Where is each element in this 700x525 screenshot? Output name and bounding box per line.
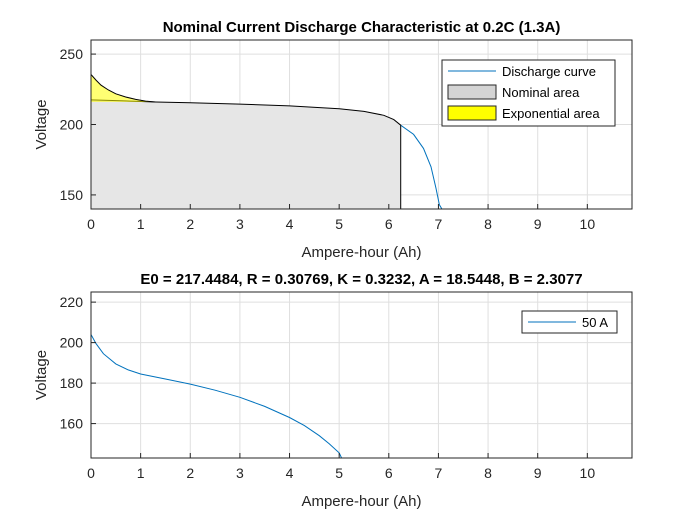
- legend-label: Exponential area: [502, 106, 600, 121]
- x-tick-label: 2: [186, 216, 194, 232]
- x-tick-label: 5: [335, 216, 343, 232]
- legend-label: 50 A: [582, 315, 608, 330]
- axes-frame: [90, 291, 633, 459]
- x-tick-label: 0: [87, 216, 95, 232]
- series-line: [400, 124, 443, 209]
- y-axis-label: Voltage: [33, 350, 50, 400]
- legend-swatch: [447, 84, 497, 100]
- x-tick-label: 7: [435, 465, 443, 481]
- x-tick-label: 10: [580, 465, 596, 481]
- x-tick-label: 3: [236, 465, 244, 481]
- x-tick-label: 7: [435, 216, 443, 232]
- x-tick-label: 0: [87, 465, 95, 481]
- y-tick-label: 160: [60, 416, 84, 432]
- legend-label: Nominal area: [502, 85, 580, 100]
- x-axis-label: Ampere-hour (Ah): [301, 493, 421, 510]
- x-tick-label: 6: [385, 216, 393, 232]
- x-tick-label: 1: [137, 216, 145, 232]
- exponential-area-curve: [91, 74, 156, 103]
- y-tick-label: 220: [60, 294, 84, 310]
- x-tick-label: 9: [534, 216, 542, 232]
- x-tick-label: 8: [484, 216, 492, 232]
- x-tick-label: 4: [286, 465, 294, 481]
- x-tick-label: 8: [484, 465, 492, 481]
- legend-swatch: [447, 105, 497, 121]
- x-tick-label: 9: [534, 465, 542, 481]
- y-tick-label: 200: [60, 117, 84, 133]
- legend: Discharge curve Nominal area Exponential a…: [441, 59, 616, 127]
- chart-title: Nominal Current Discharge Characteristic…: [163, 19, 561, 36]
- bottom-plot: 0 1 2 3 4 5 6 7 8 9 10 160 180 200 220 E0 = 217.4484, R…: [33, 271, 633, 510]
- x-tick-label: 1: [137, 465, 145, 481]
- series-group: [91, 74, 443, 209]
- chart-title: E0 = 217.4484, R = 0.30769, K = 0.3232, …: [140, 271, 582, 288]
- x-tick-label: 5: [335, 465, 343, 481]
- x-tick-label: 6: [385, 465, 393, 481]
- series-group: [91, 334, 343, 458]
- y-tick-label: 150: [60, 187, 84, 203]
- x-tick-label: 3: [236, 216, 244, 232]
- y-tick-label: 250: [60, 46, 84, 62]
- x-tick-label: 4: [286, 216, 294, 232]
- y-axis-label: Voltage: [33, 99, 50, 149]
- exponential-area: [91, 74, 156, 102]
- series-line: [91, 334, 343, 458]
- y-tick-label: 180: [60, 375, 84, 391]
- top-plot: 0 1 2 3 4 5 6 7 8 9 10 150 200 250 Nominal Current Dis…: [33, 19, 633, 261]
- x-tick-label: 2: [186, 465, 194, 481]
- x-axis-label: Ampere-hour (Ah): [301, 244, 421, 261]
- nominal-area: [91, 99, 401, 209]
- y-tick-label: 200: [60, 335, 84, 351]
- legend-label: Discharge curve: [502, 64, 596, 79]
- x-tick-label: 10: [580, 216, 596, 232]
- legend: 50 A: [521, 310, 618, 334]
